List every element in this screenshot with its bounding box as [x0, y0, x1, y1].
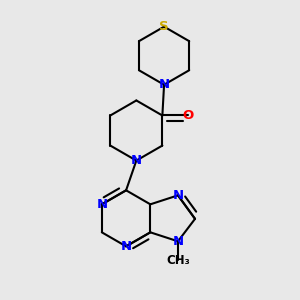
Text: CH₃: CH₃	[166, 254, 190, 267]
Text: N: N	[131, 154, 142, 167]
Text: N: N	[158, 78, 169, 91]
Text: N: N	[96, 198, 107, 211]
Text: N: N	[172, 235, 184, 248]
Text: S: S	[159, 20, 169, 33]
Text: N: N	[121, 240, 132, 253]
Text: O: O	[182, 109, 194, 122]
Text: N: N	[172, 189, 184, 202]
